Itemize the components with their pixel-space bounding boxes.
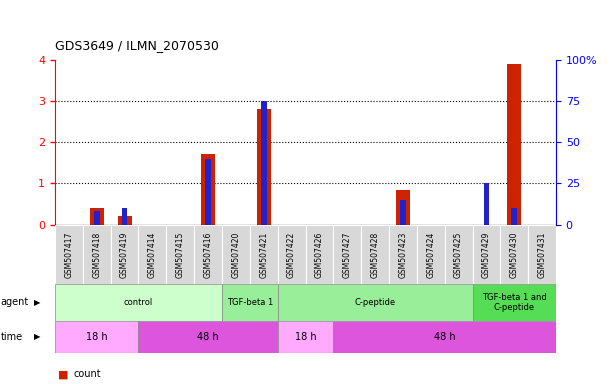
Text: count: count	[73, 369, 101, 379]
Text: ■: ■	[58, 369, 68, 379]
Text: ▶: ▶	[34, 298, 40, 307]
Bar	[400, 200, 406, 225]
Bar	[250, 225, 277, 284]
Bar	[83, 225, 111, 284]
Text: ▶: ▶	[34, 333, 40, 341]
Bar	[222, 284, 277, 321]
Text: 48 h: 48 h	[197, 332, 219, 342]
Bar	[166, 225, 194, 284]
Text: GDS3649 / ILMN_2070530: GDS3649 / ILMN_2070530	[55, 39, 219, 52]
Text: GSM507414: GSM507414	[148, 231, 157, 278]
Bar	[55, 321, 139, 353]
Bar	[361, 225, 389, 284]
Text: GSM507416: GSM507416	[203, 231, 213, 278]
Bar	[55, 225, 83, 284]
Bar	[94, 212, 100, 225]
Text: GSM507417: GSM507417	[64, 231, 73, 278]
Bar	[139, 321, 277, 353]
Bar	[472, 225, 500, 284]
Bar	[261, 101, 266, 225]
Text: control: control	[124, 298, 153, 307]
Text: GSM507429: GSM507429	[482, 231, 491, 278]
Bar	[417, 225, 445, 284]
Bar	[205, 159, 211, 225]
Text: GSM507428: GSM507428	[371, 231, 379, 278]
Text: TGF-beta 1 and
C-peptide: TGF-beta 1 and C-peptide	[482, 293, 547, 312]
Bar	[507, 64, 521, 225]
Bar	[55, 284, 222, 321]
Text: GSM507422: GSM507422	[287, 231, 296, 278]
Bar	[277, 284, 472, 321]
Bar	[194, 225, 222, 284]
Bar	[122, 208, 127, 225]
Bar	[500, 225, 528, 284]
Text: GSM507431: GSM507431	[538, 231, 547, 278]
Bar	[111, 225, 139, 284]
Text: 48 h: 48 h	[434, 332, 455, 342]
Bar	[117, 217, 131, 225]
Text: GSM507423: GSM507423	[398, 231, 408, 278]
Text: GSM507420: GSM507420	[232, 231, 240, 278]
Bar	[306, 225, 334, 284]
Bar	[257, 109, 271, 225]
Bar	[472, 284, 556, 321]
Bar	[139, 225, 166, 284]
Bar	[511, 208, 517, 225]
Text: GSM507427: GSM507427	[343, 231, 352, 278]
Text: time: time	[1, 332, 23, 342]
Bar	[90, 208, 104, 225]
Bar	[389, 225, 417, 284]
Text: GSM507425: GSM507425	[454, 231, 463, 278]
Bar	[334, 321, 556, 353]
Text: agent: agent	[1, 297, 29, 308]
Bar	[484, 184, 489, 225]
Text: GSM507419: GSM507419	[120, 231, 129, 278]
Text: GSM507430: GSM507430	[510, 231, 519, 278]
Bar	[445, 225, 472, 284]
Bar	[334, 225, 361, 284]
Bar	[201, 154, 215, 225]
Text: 18 h: 18 h	[295, 332, 316, 342]
Text: GSM507421: GSM507421	[259, 231, 268, 278]
Bar	[528, 225, 556, 284]
Text: TGF-beta 1: TGF-beta 1	[227, 298, 273, 307]
Text: GSM507415: GSM507415	[176, 231, 185, 278]
Text: 18 h: 18 h	[86, 332, 108, 342]
Bar	[222, 225, 250, 284]
Text: GSM507418: GSM507418	[92, 231, 101, 278]
Text: GSM507426: GSM507426	[315, 231, 324, 278]
Text: GSM507424: GSM507424	[426, 231, 435, 278]
Bar	[396, 190, 410, 225]
Bar	[277, 321, 334, 353]
Text: C-peptide: C-peptide	[354, 298, 396, 307]
Bar	[277, 225, 306, 284]
